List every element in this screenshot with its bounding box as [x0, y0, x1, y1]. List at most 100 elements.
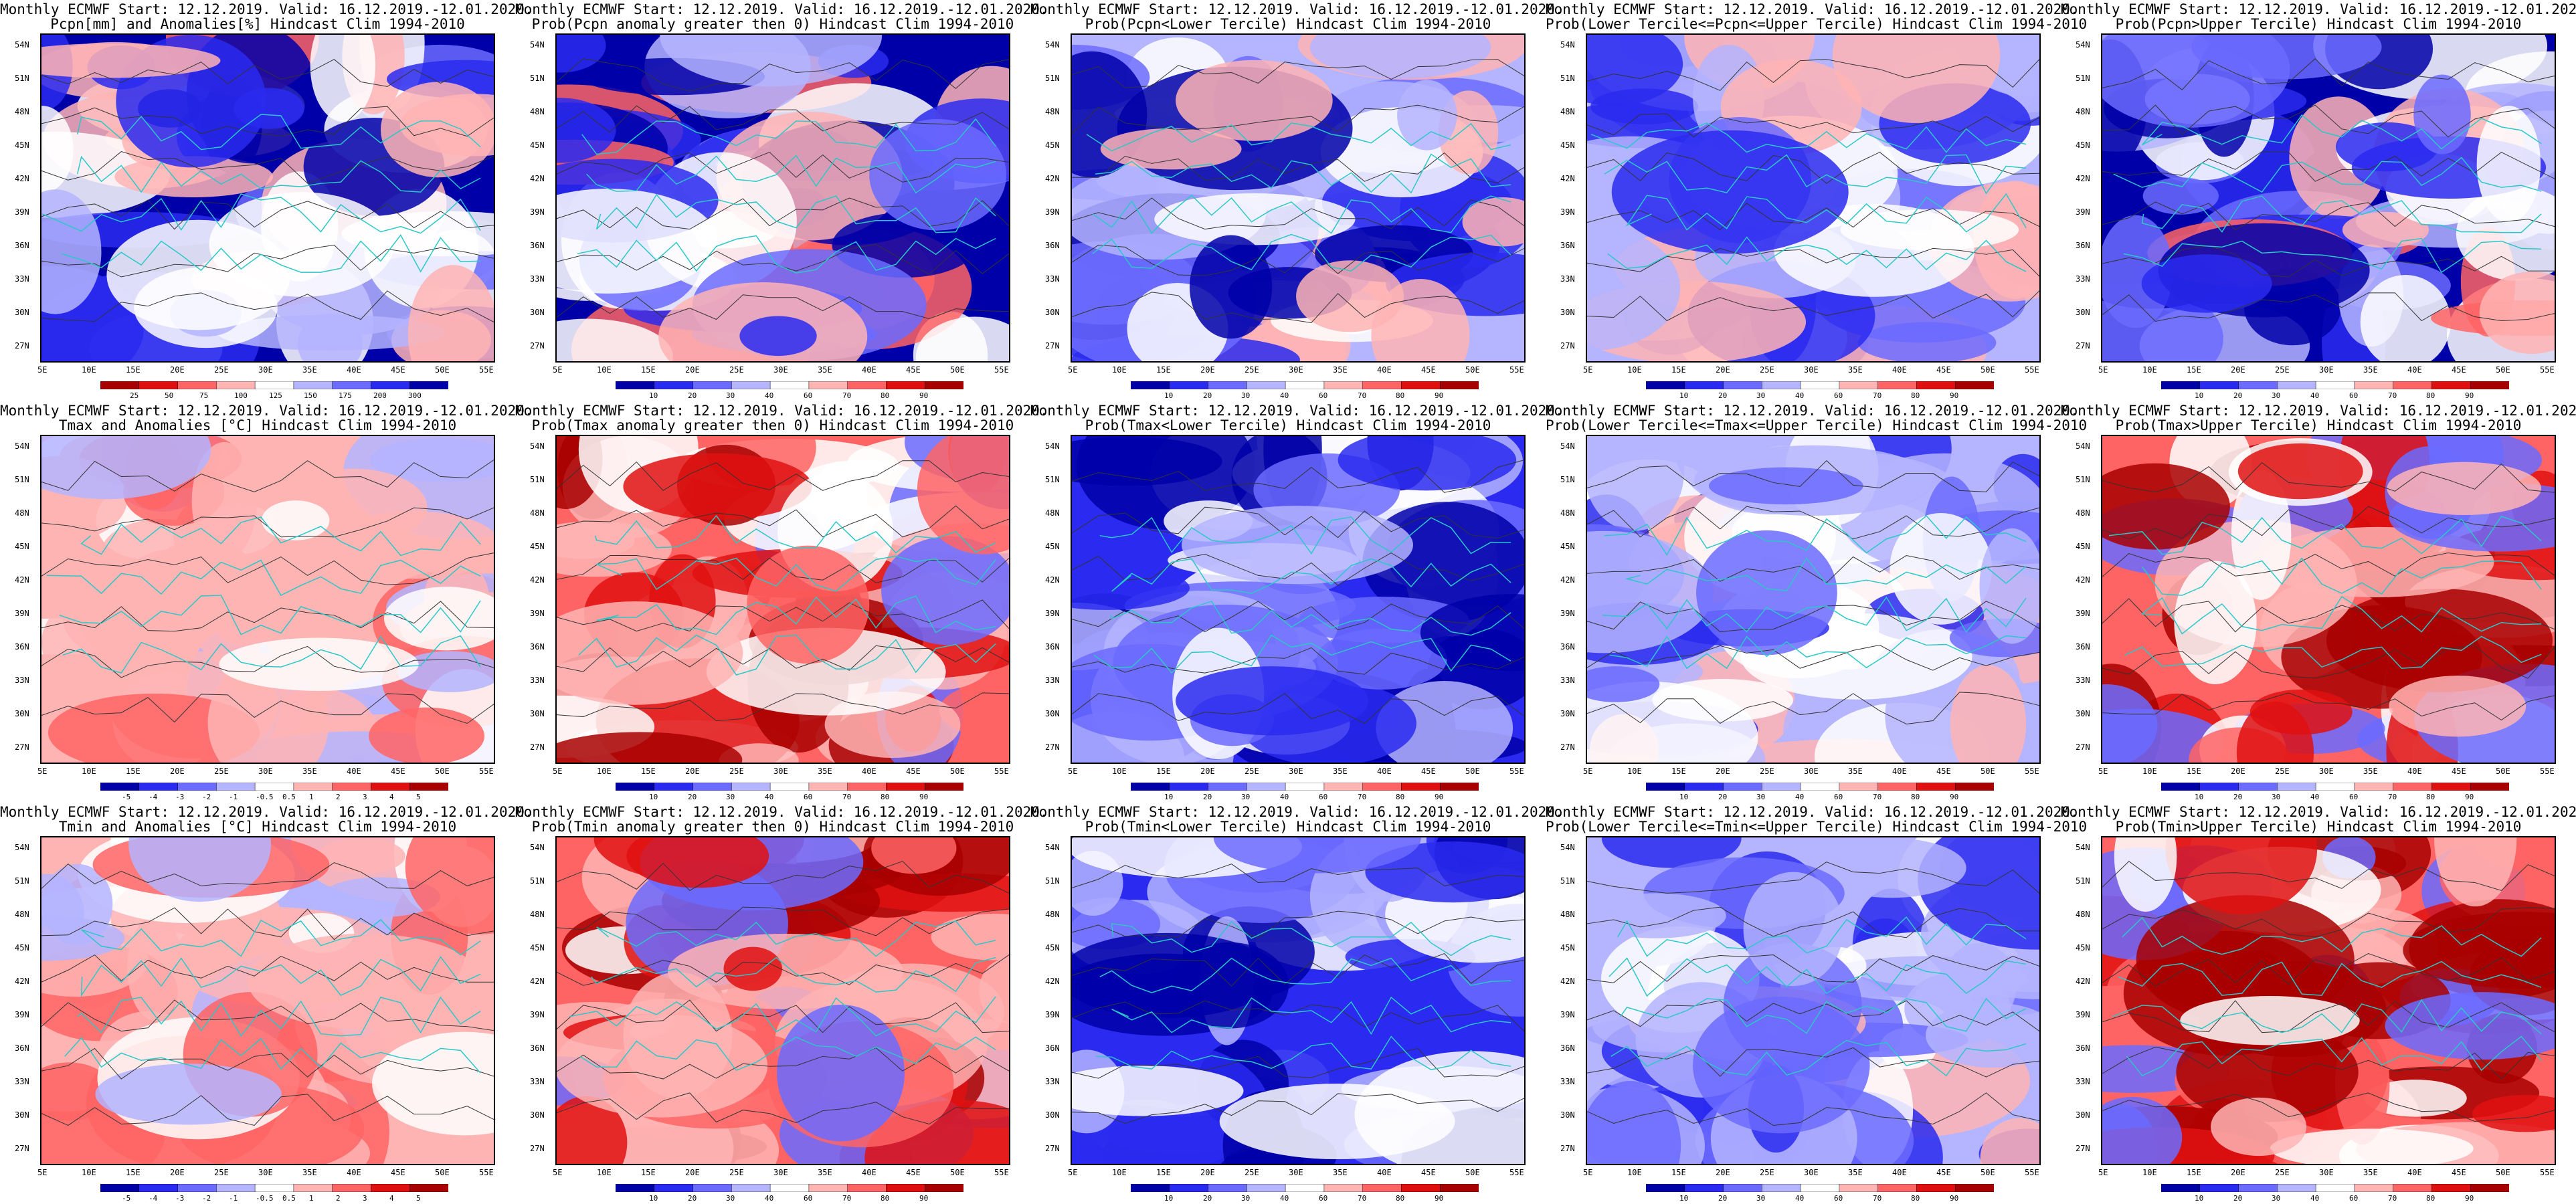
colorbar-label: 30 [726, 1194, 735, 1203]
lon-tick-label: 50E [1465, 767, 1480, 776]
colorbar-label: 40 [1280, 391, 1289, 400]
colorbar-label: 10 [2195, 1194, 2204, 1203]
lat-tick-label: 51N [2076, 876, 2090, 886]
colorbar-swatch [2431, 783, 2471, 791]
contour-line [2102, 151, 2555, 182]
lon-tick-label: 45E [2452, 1168, 2466, 1177]
lon-tick-label: 25E [214, 1168, 229, 1177]
lat-tick-label: 39N [530, 207, 545, 217]
field-blob [777, 1004, 905, 1142]
coastline [80, 516, 481, 557]
lat-tick-label: 48N [1045, 107, 1060, 116]
field-blob [1354, 1051, 1524, 1164]
lat-tick-label: 27N [15, 742, 29, 752]
colorbar-label: 40 [765, 1194, 774, 1203]
coastline [2108, 516, 2542, 555]
contour-line [2102, 292, 2555, 322]
lon-tick-label: 20E [1716, 1168, 1730, 1177]
colorbar [1131, 1184, 1479, 1192]
colorbar-swatch [616, 1184, 655, 1192]
lon-tick-label: 35E [1333, 365, 1348, 375]
lon-tick-label: 50E [950, 767, 965, 776]
contour-line [557, 105, 1009, 133]
lon-tick-label: 40E [1377, 1168, 1392, 1177]
colorbar-label: 70 [842, 793, 852, 801]
lat-tick-label: 45N [15, 542, 29, 551]
colorbar-swatch [654, 783, 694, 791]
colorbar-label: 10 [649, 793, 658, 801]
lon-tick-label: 40E [2407, 767, 2422, 776]
lon-tick-label: 45E [2452, 365, 2466, 375]
field-blob [1176, 666, 1369, 736]
lat-tick-label: 42N [2076, 575, 2090, 585]
coastline [76, 155, 481, 193]
lat-tick-label: 54N [15, 441, 29, 451]
colorbar-label: 50 [165, 391, 174, 400]
colorbar-label: -5 [122, 1194, 131, 1203]
colorbar-swatch [100, 1184, 140, 1192]
lon-tick-label: 5E [1583, 1168, 1593, 1177]
lon-tick-label: 5E [1068, 365, 1078, 375]
contour-line [1072, 864, 1524, 888]
lon-tick-label: 40E [1892, 365, 1907, 375]
contour-line [1587, 1000, 2039, 1032]
panel-title-line1: Monthly ECMWF Start: 12.12.2019. Valid: … [2061, 403, 2576, 419]
colorbar-swatch [2470, 381, 2509, 389]
field-blob [660, 35, 883, 87]
colorbar-swatch [2431, 1184, 2471, 1192]
colorbar-label: 20 [1203, 391, 1212, 400]
contour-line [1587, 644, 2039, 671]
lat-tick-label: 51N [15, 74, 29, 83]
field-blob [1832, 35, 2001, 123]
colorbar-label: 20 [1203, 1194, 1212, 1203]
colorbar-label: 30 [726, 793, 735, 801]
colorbar-label: 60 [804, 793, 813, 801]
lon-tick-label: 45E [906, 767, 921, 776]
lat-tick-label: 33N [1560, 1077, 1575, 1086]
lon-tick-label: 30E [258, 767, 273, 776]
colorbar-swatch [1954, 381, 1994, 389]
colorbar-swatch [409, 1184, 448, 1192]
lon-tick-label: 30E [1804, 767, 1819, 776]
panel-title-line2: Pcpn[mm] and Anomalies[%] Hindcast Clim … [50, 16, 465, 32]
lat-tick-label: 33N [530, 676, 545, 685]
field-blob [369, 707, 485, 763]
lon-tick-label: 25E [729, 767, 744, 776]
colorbar-label: 60 [1319, 793, 1328, 801]
map-panel: Monthly ECMWF Start: 12.12.2019. Valid: … [2061, 401, 2576, 803]
field-blob [557, 732, 743, 763]
colorbar [100, 783, 448, 791]
lat-tick-label: 54N [2076, 441, 2090, 451]
field-blob [41, 916, 125, 961]
lon-tick-label: 5E [553, 767, 563, 776]
lon-tick-label: 20E [1200, 767, 1215, 776]
contour-line [2102, 553, 2555, 577]
colorbar-swatch [177, 381, 217, 389]
coastline [594, 514, 996, 554]
contour-line [557, 555, 1009, 583]
coastline [1602, 596, 2027, 633]
lat-tick-label: 39N [2076, 207, 2090, 217]
lat-tick-label: 36N [530, 1043, 545, 1053]
contour-line [2102, 1092, 2555, 1122]
colorbar-label: 80 [2426, 1194, 2435, 1203]
map-area [1586, 836, 2041, 1165]
colorbar-label: -3 [175, 793, 185, 801]
contour-line [2102, 645, 2555, 679]
lat-tick-label: 27N [2076, 1144, 2090, 1153]
colorbar-swatch [808, 1184, 848, 1192]
colorbar-swatch [2161, 381, 2201, 389]
lat-tick-label: 30N [2076, 1110, 2090, 1120]
colorbar-label: 100 [234, 391, 248, 400]
lon-tick-label: 45E [1421, 1168, 1436, 1177]
field-blob [2326, 589, 2553, 692]
coastline [80, 956, 481, 997]
colorbar-label: 4 [389, 1194, 394, 1203]
lon-tick-label: 15E [2187, 1168, 2201, 1177]
colorbar-swatch [1169, 381, 1209, 389]
field-blob [370, 437, 494, 482]
contour-line [557, 151, 1009, 183]
coastline [1111, 558, 1511, 594]
contour-line [41, 199, 494, 230]
lat-tick-label: 30N [1560, 308, 1575, 317]
